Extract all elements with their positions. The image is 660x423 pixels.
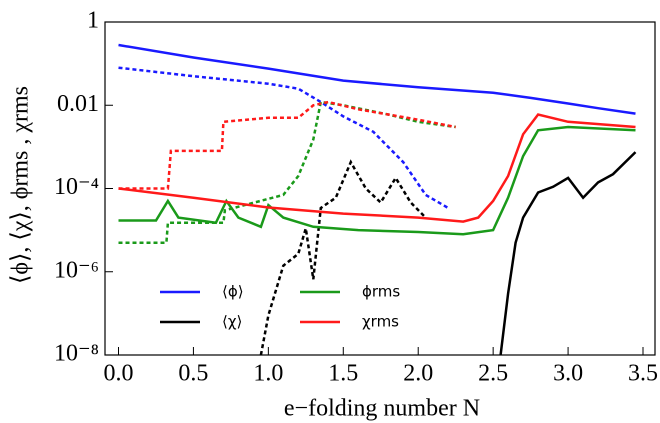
legend-label: χrms	[362, 313, 399, 331]
series-line	[118, 100, 456, 190]
y-tick-label: 1	[87, 8, 99, 34]
legend-label: ϕrms	[362, 283, 400, 301]
series-line	[118, 125, 636, 236]
x-axis-label: e−folding number N	[284, 396, 480, 422]
y-axis-label: ⟨ϕ⟩, ⟨χ⟩, ϕrms , χrms	[8, 86, 34, 284]
series-line	[118, 113, 636, 223]
y-tick-label: 10⁻⁶	[54, 257, 99, 283]
x-tick-label: 2.5	[478, 361, 508, 387]
y-tick-label: 10⁻⁴	[54, 174, 99, 200]
x-tick-label: 1.0	[253, 361, 283, 387]
plot-frame	[104, 21, 656, 356]
series-line	[118, 66, 449, 210]
series-line	[118, 43, 636, 115]
x-tick-label: 3.0	[553, 361, 583, 387]
legend-label: ⟨χ⟩	[222, 313, 242, 331]
x-tick-label: 1.5	[328, 361, 358, 387]
y-tick-label: 0.01	[57, 91, 99, 117]
legend-label: ⟨ϕ⟩	[222, 283, 244, 301]
series-line	[499, 151, 637, 356]
x-tick-label: 0.0	[103, 361, 133, 387]
series-line	[259, 159, 427, 356]
x-tick-label: 0.5	[178, 361, 208, 387]
y-tick-label: 10⁻⁸	[54, 341, 99, 367]
x-tick-label: 3.5	[628, 361, 658, 387]
x-tick-label: 2.0	[403, 361, 433, 387]
